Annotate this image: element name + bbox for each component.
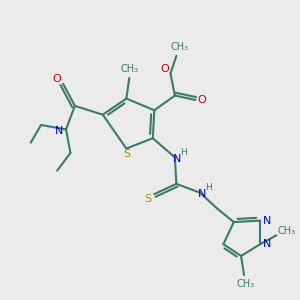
Text: N: N — [262, 216, 271, 226]
Text: N: N — [56, 126, 64, 136]
Text: O: O — [161, 64, 170, 74]
Text: CH₃: CH₃ — [121, 64, 139, 74]
Text: N: N — [173, 154, 181, 164]
Text: H: H — [205, 183, 211, 192]
Text: S: S — [123, 149, 130, 159]
Text: S: S — [144, 194, 152, 204]
Text: CH₃: CH₃ — [236, 279, 255, 289]
Text: N: N — [262, 239, 271, 249]
Text: CH₃: CH₃ — [278, 226, 296, 236]
Text: N: N — [198, 189, 206, 199]
Text: H: H — [180, 148, 187, 157]
Text: CH₃: CH₃ — [170, 42, 188, 52]
Text: O: O — [53, 74, 62, 83]
Text: O: O — [197, 95, 206, 105]
